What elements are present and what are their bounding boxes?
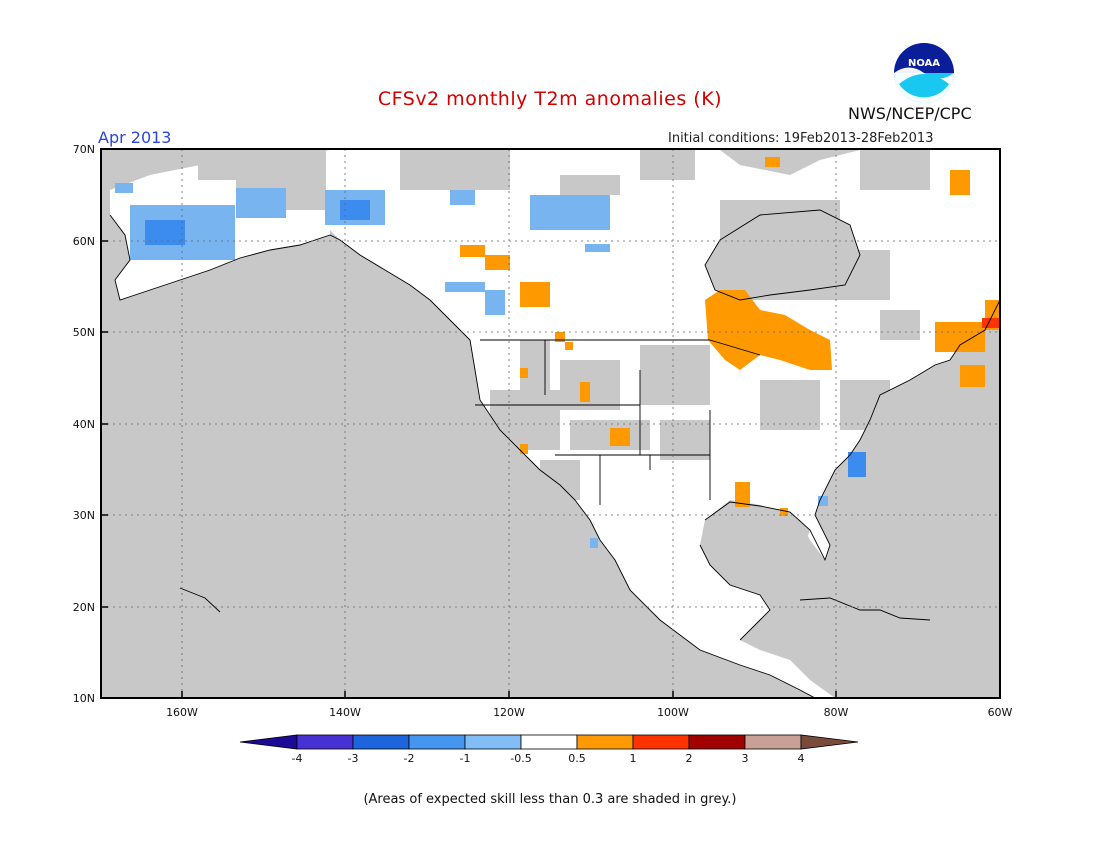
latitude-labels: 10N 20N 30N 40N 50N 60N 70N: [73, 143, 95, 705]
colorbar: -4 -3 -2 -1 -0.5 0.5 1 2 3 4: [239, 734, 859, 765]
cold-anomalies: [115, 183, 866, 548]
colorbar-label: -1: [460, 752, 471, 765]
lat-label: 50N: [73, 326, 95, 339]
colorbar-label: -3: [348, 752, 359, 765]
lon-label: 160W: [166, 706, 198, 719]
colorbar-swatch: [520, 734, 578, 750]
colorbar-swatch: [296, 734, 354, 750]
lon-label: 120W: [493, 706, 525, 719]
noaa-logo: NOAA: [894, 43, 954, 103]
water-gulf-of-mexico: [705, 502, 810, 588]
lat-label: 60N: [73, 235, 95, 248]
lon-label: 100W: [657, 706, 689, 719]
axis-ticks: [101, 148, 837, 698]
colorbar-label: 3: [742, 752, 749, 765]
colorbar-swatch: [464, 734, 522, 750]
colorbar-swatch: [576, 734, 634, 750]
lon-label: 80W: [824, 706, 849, 719]
colorbar-label: -2: [404, 752, 415, 765]
colorbar-label: 1: [630, 752, 637, 765]
agency-label: NWS/NCEP/CPC: [848, 104, 972, 123]
colorbar-swatch: [744, 734, 802, 750]
lat-label: 10N: [73, 692, 95, 705]
graticule: [101, 149, 1000, 698]
coastlines: [109, 209, 1000, 698]
lat-label: 20N: [73, 601, 95, 614]
colorbar-arrow-right: [800, 734, 859, 750]
lat-label: 40N: [73, 418, 95, 431]
colorbar-label: 2: [686, 752, 693, 765]
lat-label: 70N: [73, 143, 95, 156]
colorbar-label: -4: [292, 752, 303, 765]
lat-label: 30N: [73, 509, 95, 522]
colorbar-swatch: [408, 734, 466, 750]
longitude-labels: 160W 140W 120W 100W 80W 60W: [166, 706, 1012, 719]
lon-label: 140W: [329, 706, 361, 719]
colorbar-swatch: [352, 734, 410, 750]
skill-footnote: (Areas of expected skill less than 0.3 a…: [363, 792, 737, 807]
colorbar-label: 4: [798, 752, 805, 765]
colorbar-label: 0.5: [568, 752, 586, 765]
lon-label: 60W: [988, 706, 1013, 719]
colorbar-swatch: [688, 734, 746, 750]
colorbar-swatch: [632, 734, 690, 750]
colorbar-label: -0.5: [510, 752, 531, 765]
initial-conditions: Initial conditions: 19Feb2013-28Feb2013: [668, 131, 934, 146]
forecast-month: Apr 2013: [98, 128, 172, 147]
chart-title: CFSv2 monthly T2m anomalies (K): [377, 88, 723, 110]
noaa-logo-text: NOAA: [908, 58, 940, 69]
colorbar-arrow-left: [239, 734, 298, 750]
